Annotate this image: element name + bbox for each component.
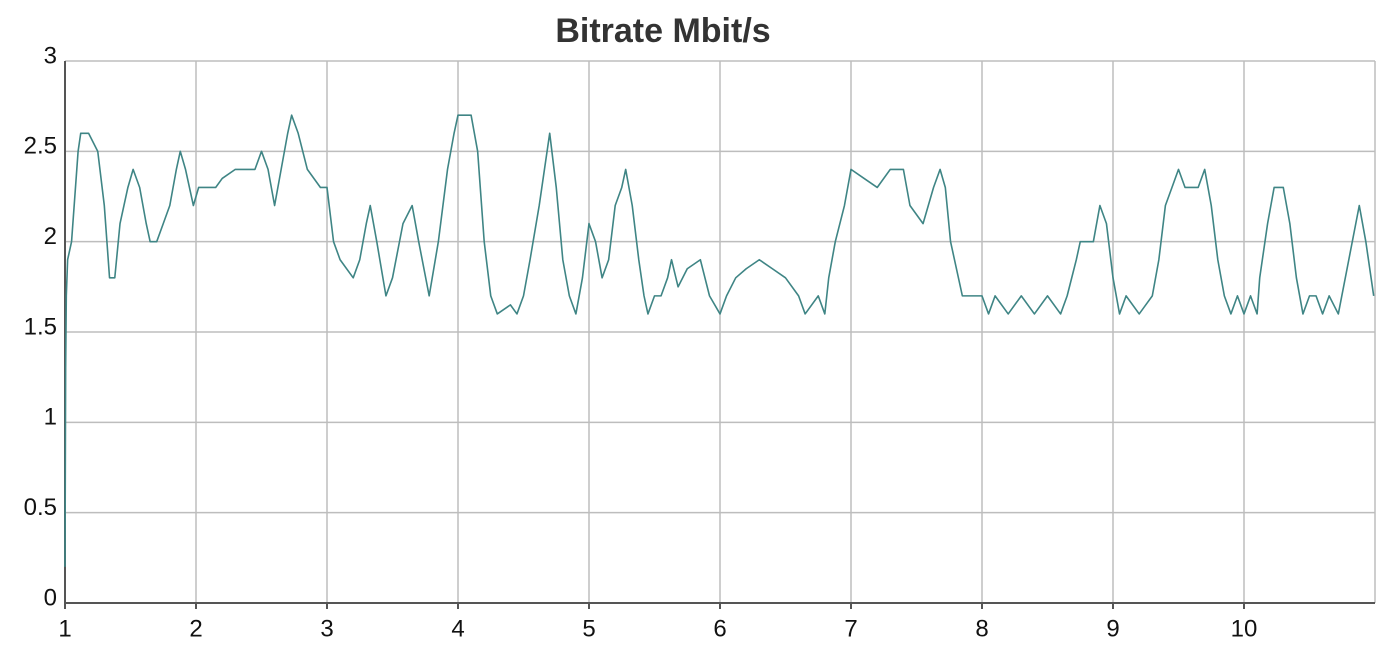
y-tick-label: 2: [44, 223, 57, 250]
x-tick-label: 5: [582, 615, 595, 642]
y-tick-label: 1.5: [24, 313, 57, 340]
x-tick-label: 3: [320, 615, 333, 642]
y-tick-label: 2.5: [24, 133, 57, 160]
x-tick-label: 2: [189, 615, 202, 642]
y-tick-label: 0.5: [24, 494, 57, 521]
y-tick-label: 0: [44, 584, 57, 611]
x-tick-label: 4: [451, 615, 464, 642]
y-tick-label: 3: [44, 42, 57, 69]
x-tick-label: 9: [1106, 615, 1119, 642]
x-tick-label: 7: [844, 615, 857, 642]
x-tick-label: 8: [975, 615, 988, 642]
x-tick-label: 10: [1231, 615, 1258, 642]
chart-title: Bitrate Mbit/s: [555, 12, 770, 50]
data-line: [64, 114, 1375, 567]
y-tick-label: 1: [44, 404, 57, 431]
x-tick-label: 6: [713, 615, 726, 642]
x-tick-label: 1: [58, 615, 71, 642]
